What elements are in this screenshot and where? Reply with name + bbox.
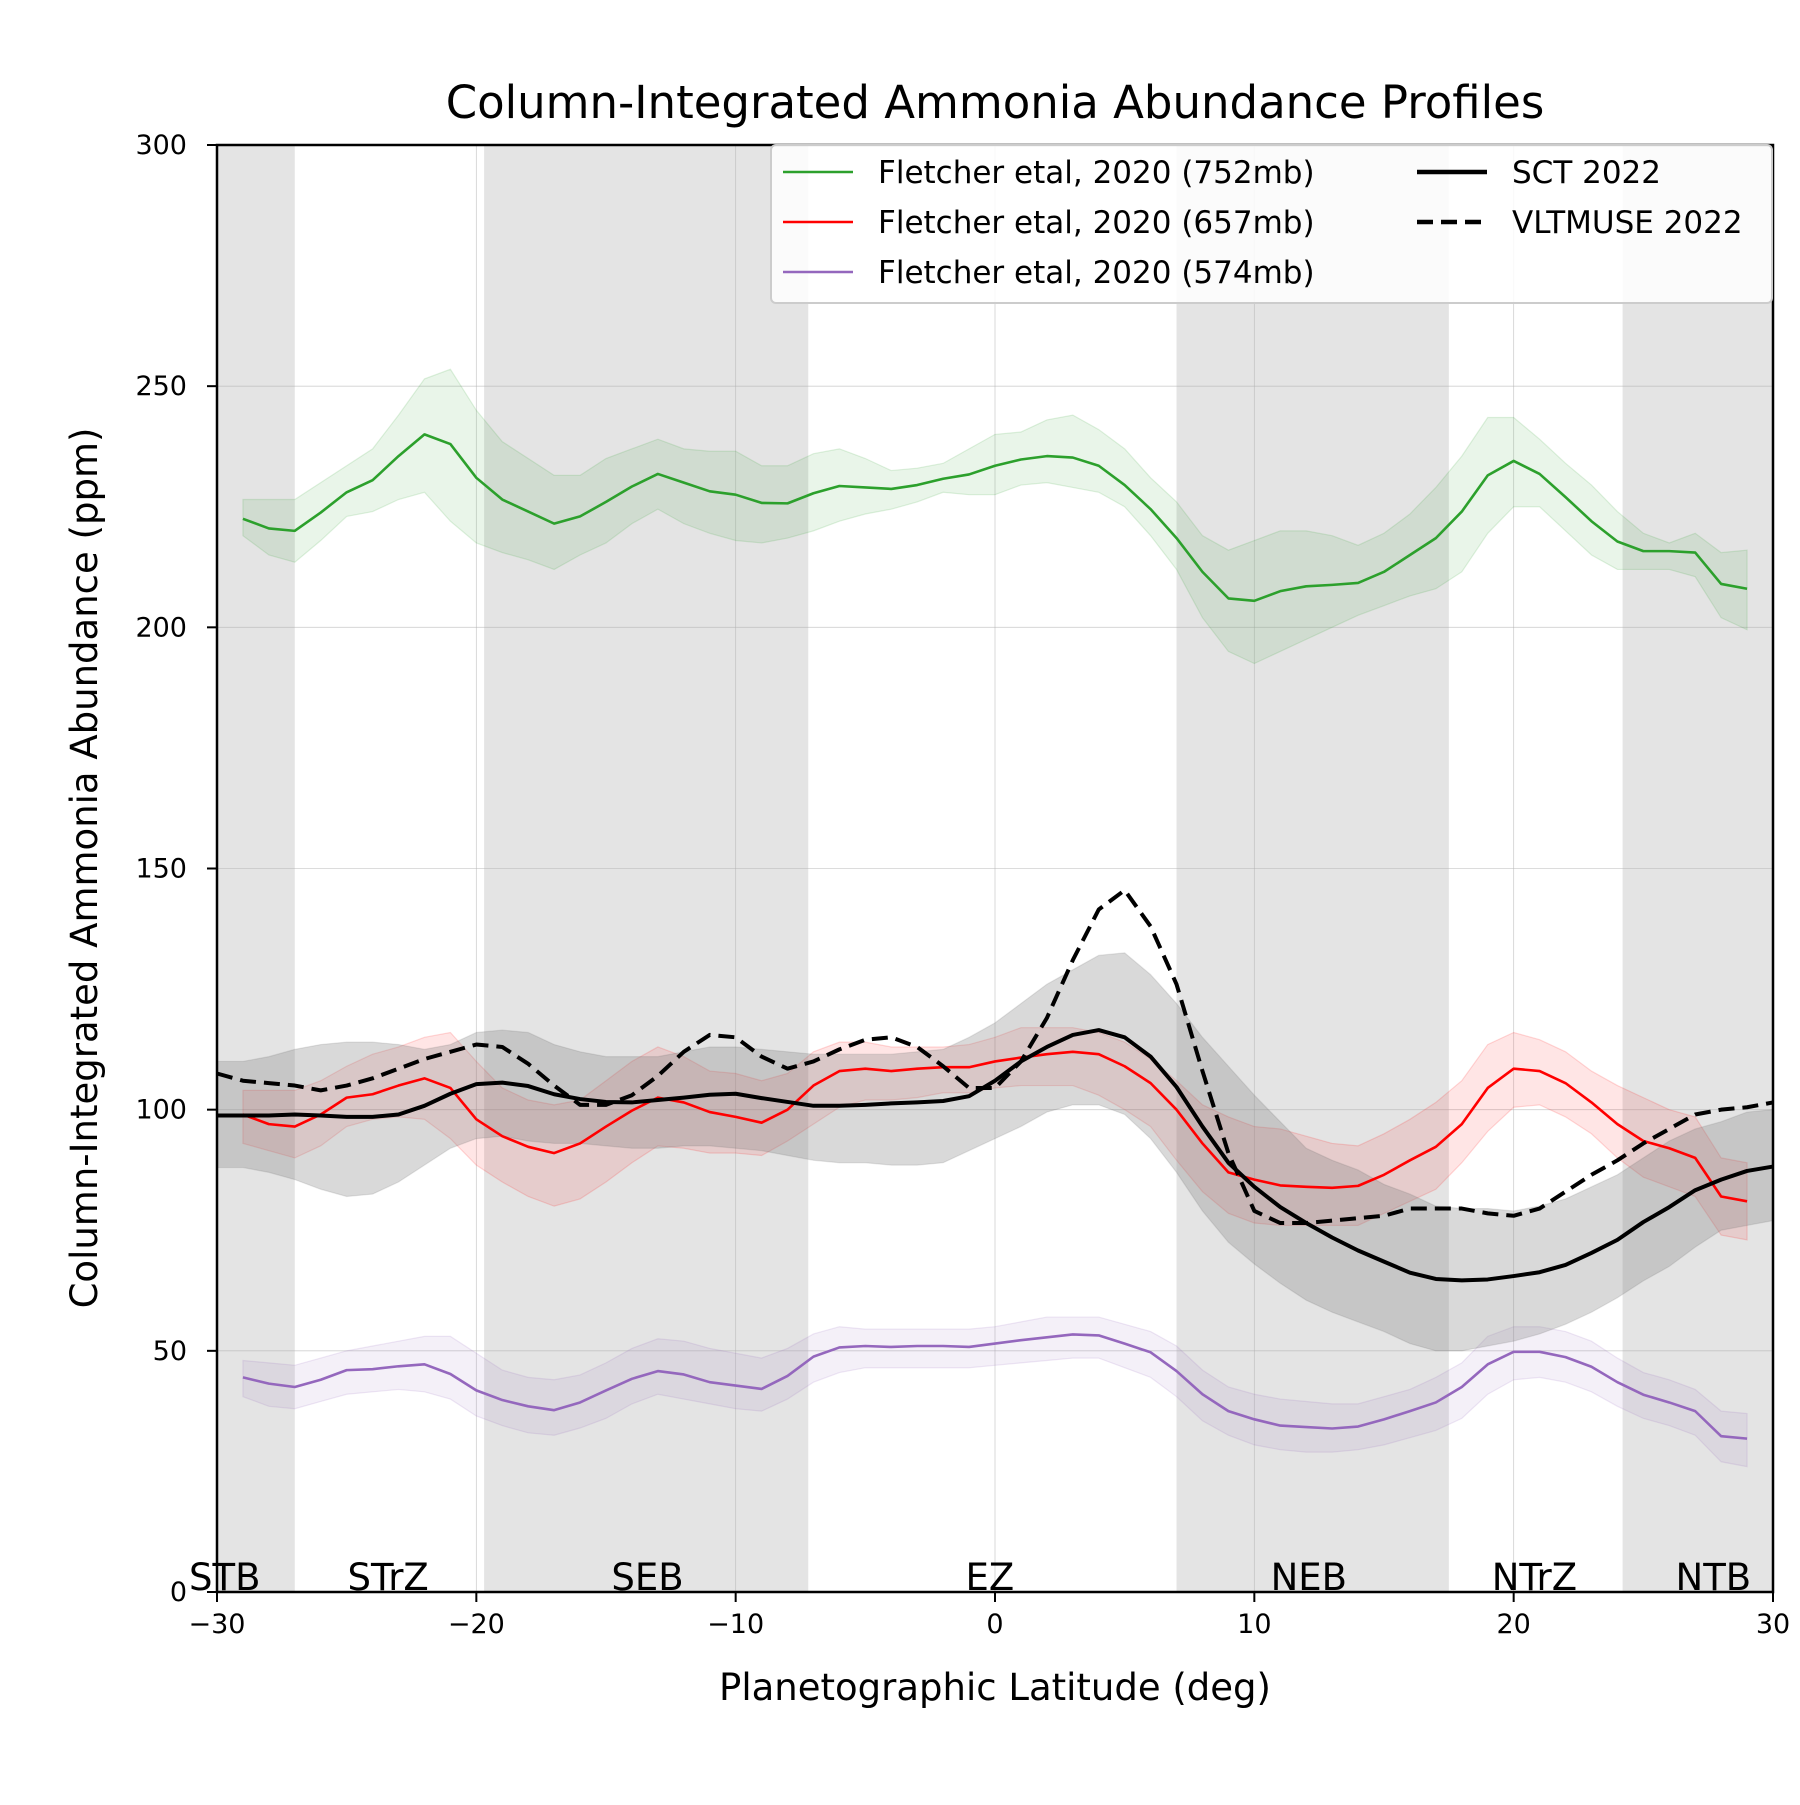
y-tick-label: 200 [135,612,187,643]
series-line-0 [242,433,1748,603]
y-tick-label: 0 [170,1577,187,1608]
x-axis-label: Planetographic Latitude (deg) [719,1666,1271,1709]
x-tick-label: 0 [986,1609,1003,1640]
legend-label-series-0: Fletcher etal, 2020 (752mb) [878,155,1315,191]
y-tick-label: 100 [135,1095,187,1126]
legend-label-series-2: Fletcher etal, 2020 (574mb) [878,255,1315,291]
x-tick-label: −10 [707,1609,764,1640]
x-tick-label: −20 [448,1609,505,1640]
x-tick-label: 10 [1237,1609,1271,1640]
legend-label-series-4: VLTMUSE 2022 [1512,205,1743,241]
series-line-1 [242,1050,1748,1203]
y-tick-label: 300 [135,130,187,161]
series-line-4 [216,888,1774,1226]
x-tick-label: −30 [189,1609,246,1640]
series-line-2 [242,1333,1748,1440]
legend-box [770,144,1773,304]
y-tick-label: 250 [135,371,187,402]
y-tick-label: 50 [153,1336,187,1367]
data-lines [216,433,1774,1440]
y-axis-label: Column-Integrated Ammonia Abundance (ppm… [63,428,106,1309]
y-tick-label: 150 [135,854,187,885]
chart-title: Column-Integrated Ammonia Abundance Prof… [446,76,1545,129]
uncertainty-band-series-2 [242,1316,1748,1468]
uncertainty-bands [216,368,1774,1468]
legend-label-series-3: SCT 2022 [1512,155,1661,191]
series-line-3 [217,1028,1774,1283]
legend: Fletcher etal, 2020 (752mb) Fletcher etal… [770,144,1773,304]
uncertainty-band-series-1 [242,1027,1748,1241]
x-tick-label: 30 [1756,1609,1790,1640]
legend-label-series-1: Fletcher etal, 2020 (657mb) [878,205,1315,241]
uncertainty-band-series-0 [242,368,1748,665]
x-tick-label: 20 [1496,1609,1530,1640]
